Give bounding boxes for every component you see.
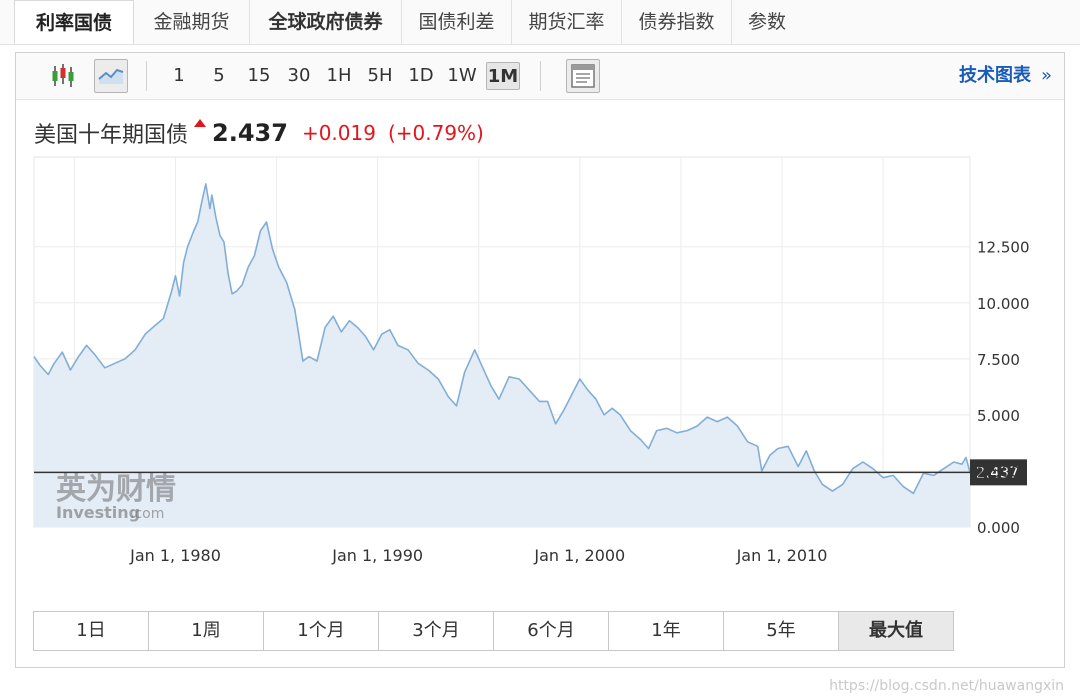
interval-label: 1H [326,65,352,86]
x-tick-label: Jan 1, 2010 [736,546,828,565]
range-label: 1年 [651,620,681,641]
interval-label: 5H [367,65,393,86]
logo-suffix: .com [130,506,164,522]
interval-label: 1M [487,66,519,87]
range-label: 3个月 [412,620,460,641]
candlestick-icon[interactable] [46,59,80,93]
range-label: 最大值 [869,620,923,641]
current-price-tag: 2.437 [970,459,1027,486]
price-change-pct: (+0.79%) [387,121,484,145]
double-chevron-icon: » [1040,65,1052,86]
y-tick-label: 7.500 [977,351,1020,369]
price-change: +0.019 [301,121,376,145]
x-tick-label: Jan 1, 1990 [331,546,423,565]
tech-chart-link[interactable]: 技术图表 » [959,53,1052,99]
y-tick-label: 0.000 [977,519,1020,537]
range-label: 1个月 [297,620,345,641]
interval-label: 1D [408,65,434,86]
y-tick-label: 2.500 [977,463,1020,481]
tech-chart-label: 技术图表 [958,65,1031,86]
y-tick-label: 10.000 [977,295,1030,313]
tab-bond-spreads[interactable]: 国债利差 [402,0,512,44]
tab-futures-fx[interactable]: 期货汇率 [512,0,622,44]
chart-panel: 1 5 15 30 1H 5H 1D 1W 1M 技术图表 » 美国十年期国债 2.… [15,52,1065,668]
y-tick-label: 5.000 [977,407,1020,425]
tab-label: 利率国债 [35,12,112,34]
tab-rates-bonds[interactable]: 利率国债 [14,0,134,44]
line-chart-icon[interactable] [94,59,128,93]
y-axis: 0.000 2.500 5.000 7.500 10.000 12.500 [977,239,1030,537]
tab-bond-indices[interactable]: 债券指数 [622,0,732,44]
instrument-name: 美国十年期国债 [34,123,189,148]
yield-chart[interactable]: 英为财情 Investing .com 2.437 0.000 2.500 5.00… [16,53,1064,603]
range-3mo[interactable]: 3个月 [379,612,494,650]
interval-15m[interactable]: 15 [244,62,274,90]
range-6mo[interactable]: 6个月 [494,612,609,650]
x-axis: Jan 1, 1980 Jan 1, 1990 Jan 1, 2000 Jan 1, … [129,546,827,565]
source-watermark: https://blog.csdn.net/huawangxin [829,678,1064,694]
interval-1m[interactable]: 1 [166,62,192,90]
interval-label: 1 [173,65,185,86]
logo-en: Investing [56,503,140,522]
tab-label: 期货汇率 [528,11,605,33]
interval-5m[interactable]: 5 [206,62,232,90]
interval-30m[interactable]: 30 [284,62,314,90]
quote-header: 美国十年期国债 2.437 +0.019 (+0.79%) [34,117,484,153]
y-tick-label: 12.500 [977,239,1030,257]
range-5y[interactable]: 5年 [724,612,839,650]
logo-cn: 英为财情 [56,472,176,507]
range-1mo[interactable]: 1个月 [264,612,379,650]
interval-1w[interactable]: 1W [446,62,478,90]
interval-label: 1W [447,65,477,86]
range-1y[interactable]: 1年 [609,612,724,650]
x-tick-label: Jan 1, 2000 [533,546,625,565]
interval-1h[interactable]: 1H [324,62,354,90]
range-label: 1周 [191,620,221,641]
tab-global-gov-bonds[interactable]: 全球政府债券 [250,0,402,44]
chart-area-fill [34,183,970,527]
up-arrow-icon [194,119,207,127]
range-label: 1日 [76,620,106,641]
range-1d[interactable]: 1日 [34,612,149,650]
tab-label: 国债利差 [418,11,495,33]
range-label: 6个月 [527,620,575,641]
interval-1d[interactable]: 1D [406,62,436,90]
svg-text:2.437: 2.437 [976,463,1019,481]
tab-label: 金融期货 [153,11,230,33]
top-nav: 利率国债 金融期货 全球政府债券 国债利差 期货汇率 债券指数 参数 [0,0,1080,45]
tab-parameters[interactable]: 参数 [732,0,802,44]
interval-1mo[interactable]: 1M [486,62,520,90]
range-max[interactable]: 最大值 [839,612,953,650]
tab-label: 全球政府债券 [268,11,383,33]
interval-label: 30 [287,65,311,86]
tab-label: 参数 [747,11,786,33]
tab-label: 债券指数 [638,11,715,33]
x-tick-label: Jan 1, 1980 [129,546,221,565]
chart-series-line [33,183,971,495]
chart-layout-icon[interactable] [566,59,600,93]
interval-label: 15 [247,65,271,86]
range-label: 5年 [766,620,796,641]
interval-label: 5 [213,65,225,86]
interval-5h[interactable]: 5H [364,62,396,90]
range-selector: 1日 1周 1个月 3个月 6个月 1年 5年 最大值 [33,611,954,651]
investing-logo: 英为财情 Investing .com [56,472,176,522]
chart-toolbar: 1 5 15 30 1H 5H 1D 1W 1M 技术图表 » [16,53,1064,100]
toolbar-divider [146,61,147,91]
range-1w[interactable]: 1周 [149,612,264,650]
toolbar-divider [540,61,541,91]
tab-financial-futures[interactable]: 金融期货 [134,0,250,44]
last-price: 2.437 [212,119,288,147]
